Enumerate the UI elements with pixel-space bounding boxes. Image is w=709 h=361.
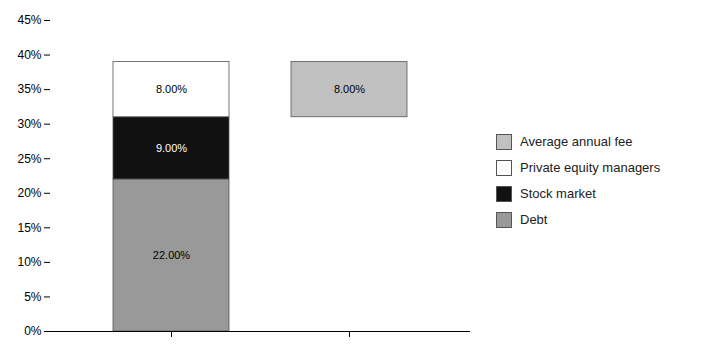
svg-text:20%: 20%	[17, 186, 41, 200]
svg-text:8.00%: 8.00%	[334, 83, 365, 95]
svg-text:10%: 10%	[17, 255, 41, 269]
html-text:Private equity managers: Private equity managers	[520, 160, 661, 175]
html-text:Stock market: Stock market	[520, 186, 596, 201]
html-text:Debt: Debt	[520, 212, 548, 227]
html-text:Average annual fee: Average annual fee	[520, 134, 633, 149]
svg-text:0%: 0%	[24, 324, 42, 338]
svg-text:8.00%: 8.00%	[156, 83, 187, 95]
svg-text:45%: 45%	[17, 13, 41, 27]
svg-text:25%: 25%	[17, 152, 41, 166]
svg-text:9.00%: 9.00%	[156, 142, 187, 154]
svg-text:30%: 30%	[17, 117, 41, 131]
svg-text:35%: 35%	[17, 82, 41, 96]
svg-text:15%: 15%	[17, 221, 41, 235]
svg-text:5%: 5%	[24, 290, 42, 304]
svg-text:22.00%: 22.00%	[153, 249, 191, 261]
svg-text:40%: 40%	[17, 48, 41, 62]
